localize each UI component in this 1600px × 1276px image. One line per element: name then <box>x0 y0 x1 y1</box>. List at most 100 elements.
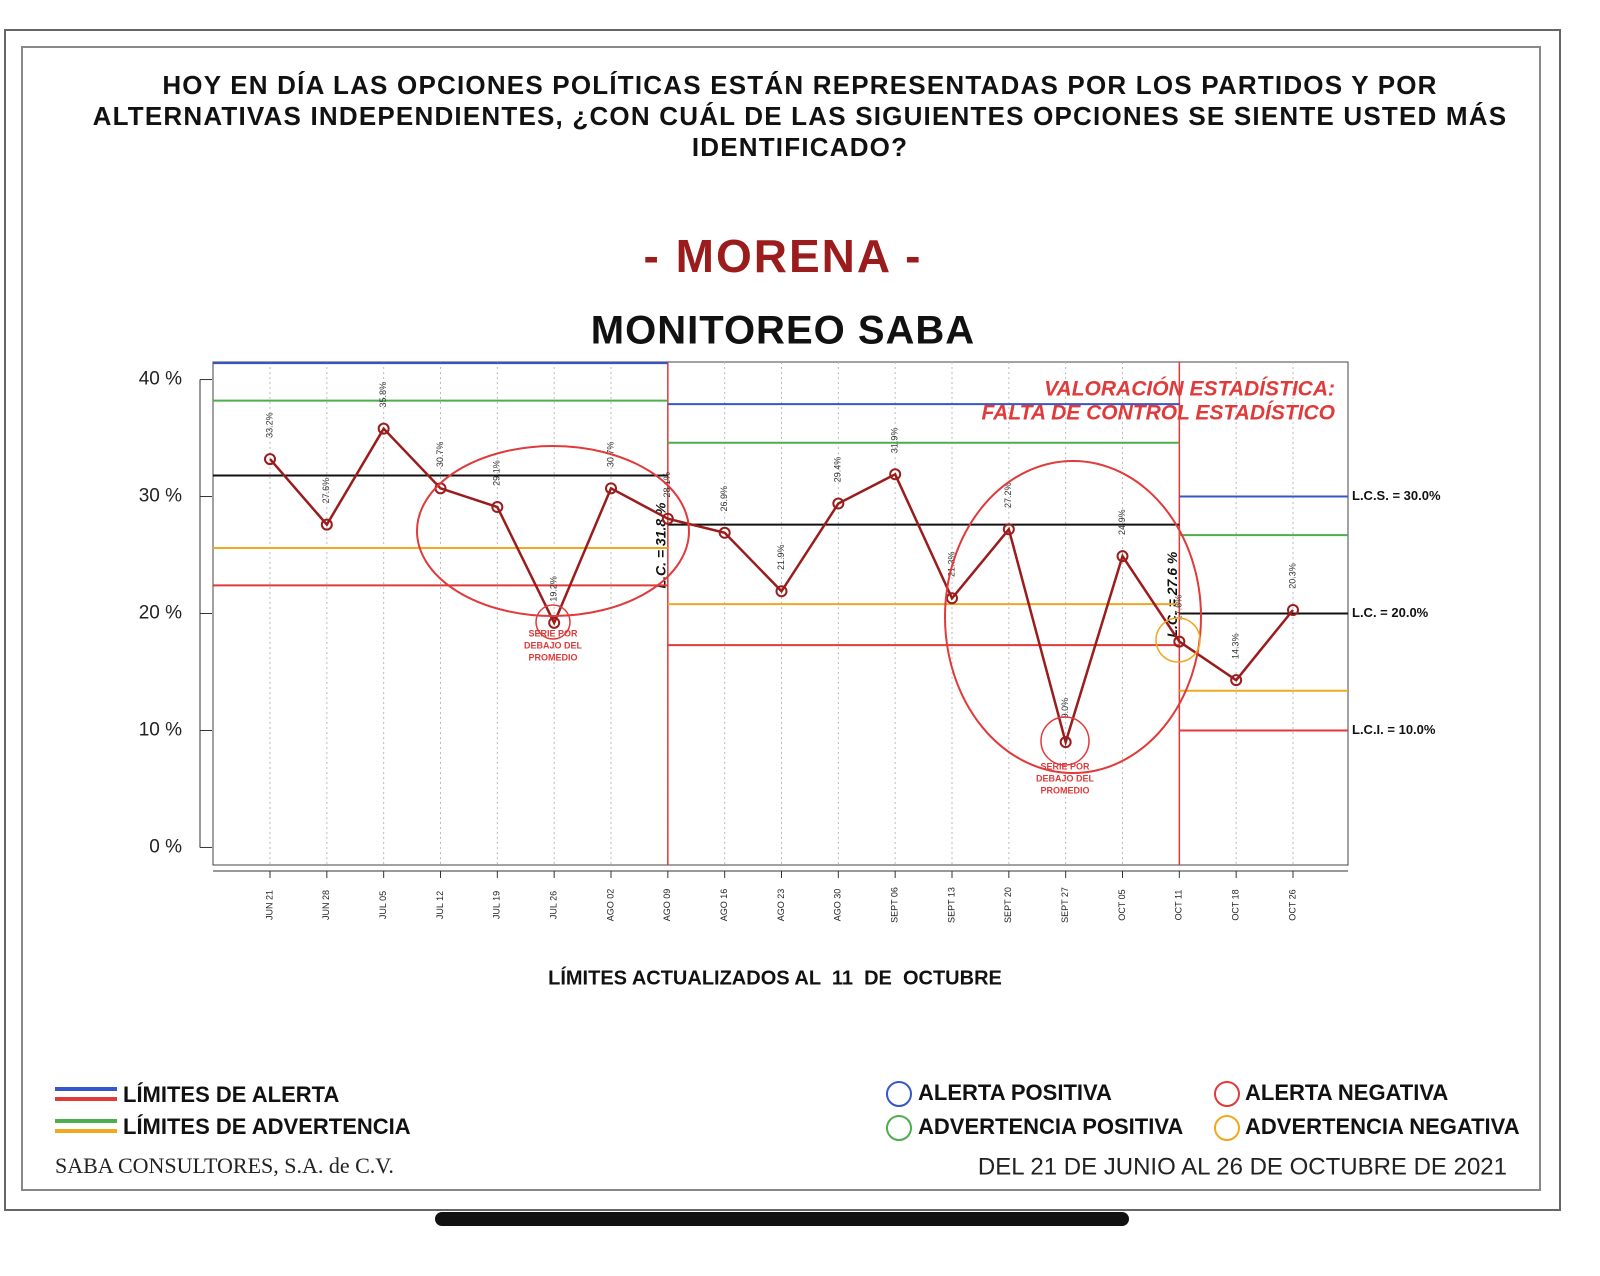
y-tick-label: 30 % <box>139 486 182 507</box>
legend-circle <box>1214 1115 1240 1141</box>
data-point <box>605 482 617 495</box>
subtitle: - MORENA - <box>644 230 923 282</box>
annotation: SERIE POR <box>528 628 578 638</box>
annotation: PROMEDIO <box>1040 785 1089 795</box>
data-label: 35.8% <box>378 382 388 408</box>
data-label: 30.7% <box>435 442 445 468</box>
x-tick-label: OCT 11 <box>1174 890 1184 921</box>
x-tick-label: OCT 05 <box>1117 889 1127 920</box>
date-range: DEL 21 DE JUNIO AL 26 DE OCTUBRE DE 2021 <box>978 1153 1507 1180</box>
limit-label: L.C.S. = 30.0% <box>1352 488 1441 503</box>
legend-label: ADVERTENCIA NEGATIVA <box>1245 1114 1520 1139</box>
question: HOY EN DÍA LAS OPCIONES POLÍTICAS ESTÁN … <box>92 70 1508 162</box>
legend-circle <box>886 1081 912 1107</box>
y-tick-label: 0 % <box>149 836 182 857</box>
y-tick-label: 10 % <box>139 719 182 740</box>
x-tick-label: SEPT 13 <box>946 887 956 923</box>
data-point <box>320 518 333 531</box>
annotation: VALORACIÓN ESTADÍSTICA: <box>1044 377 1335 401</box>
series-line <box>269 426 1294 747</box>
legend-label: ALERTA NEGATIVA <box>1245 1080 1448 1105</box>
data-label: 27.6% <box>321 478 331 504</box>
legend-swatch <box>55 1129 117 1133</box>
highlight-circle <box>535 604 571 640</box>
data-point <box>946 592 958 605</box>
legend-swatch <box>55 1119 117 1123</box>
home-indicator <box>435 1212 1129 1226</box>
highlight-circle <box>1040 716 1090 766</box>
highlight-circle <box>1155 617 1201 663</box>
legend-label: LÍMITES DE ALERTA <box>123 1082 339 1107</box>
data-point <box>775 585 788 598</box>
x-tick-label: AGO 30 <box>833 889 843 922</box>
x-tick-label: SEPT 06 <box>890 887 900 923</box>
data-point <box>889 468 902 481</box>
annotation: DEBAJO DEL <box>524 640 583 650</box>
x-tick-label: JUL 19 <box>492 891 502 919</box>
x-tick-label: JUL 26 <box>549 891 559 919</box>
data-point <box>832 497 845 510</box>
legend-swatch <box>55 1087 117 1091</box>
footnote: LÍMITES ACTUALIZADOS AL 11 DE OCTUBRE <box>548 966 1002 989</box>
data-label: 31.9% <box>890 428 900 454</box>
data-label: 17.6% <box>1174 595 1184 621</box>
legend-label: LÍMITES DE ADVERTENCIA <box>123 1114 411 1139</box>
data-label: 20.3% <box>1287 563 1297 589</box>
data-label: 24.9% <box>1117 509 1127 535</box>
legend-circle <box>886 1115 912 1141</box>
annotation: FALTA DE CONTROL ESTADÍSTICO <box>982 402 1336 425</box>
legend-swatch <box>55 1097 117 1101</box>
annotation: PROMEDIO <box>528 652 577 662</box>
legend-circle <box>1214 1081 1240 1107</box>
x-tick-label: JUN 21 <box>264 890 274 920</box>
highlight-ellipse <box>944 460 1202 774</box>
data-point <box>377 422 390 435</box>
data-label: 27.2% <box>1003 483 1013 509</box>
data-label: 29.4% <box>833 457 843 483</box>
x-tick-label: AGO 23 <box>776 889 786 922</box>
data-point <box>1173 635 1186 648</box>
data-point <box>661 512 674 525</box>
x-tick-label: JUN 28 <box>321 890 331 920</box>
y-tick-label: 20 % <box>139 603 182 624</box>
legend-label: ALERTA POSITIVA <box>918 1080 1112 1105</box>
x-tick-label: JUL 12 <box>435 891 445 919</box>
limit-label: L.C. = 27.6 % <box>1164 551 1180 638</box>
highlight-ellipse <box>416 445 690 617</box>
chart-title: MONITOREO SABA <box>591 309 975 353</box>
data-point <box>1287 603 1299 616</box>
x-tick-label: AGO 16 <box>719 889 729 922</box>
x-tick-label: OCT 18 <box>1231 889 1241 920</box>
annotation: SERIE POR <box>1040 761 1090 771</box>
data-point <box>1230 674 1243 687</box>
x-tick-label: AGO 09 <box>662 889 672 922</box>
data-point <box>718 526 731 539</box>
x-tick-label: OCT 26 <box>1287 889 1297 920</box>
data-label: 19.2% <box>549 576 559 602</box>
data-label: 21.9% <box>776 545 786 571</box>
data-point <box>1002 523 1015 536</box>
source: SABA CONSULTORES, S.A. de C.V. <box>55 1153 394 1178</box>
x-tick-label: SEPT 27 <box>1060 887 1070 923</box>
annotation: DEBAJO DEL <box>1036 773 1095 783</box>
data-point <box>1116 550 1129 563</box>
y-tick-label: 40 % <box>139 369 182 390</box>
data-label: 29.1% <box>492 460 502 486</box>
legend-label: ADVERTENCIA POSITIVA <box>918 1114 1183 1139</box>
plot: 0 % 10 % 20 % 30 % 40 % JUN 21 JUN 28 JUL 05 JUL… <box>139 361 1441 923</box>
outer-frame <box>4 29 1561 1211</box>
data-label: 26.9% <box>719 486 729 512</box>
limit-label: L.C. = 20.0% <box>1352 605 1429 620</box>
data-label: 33.2% <box>264 412 274 438</box>
data-point <box>548 616 561 629</box>
x-tick-label: SEPT 20 <box>1003 887 1013 923</box>
data-point <box>491 501 504 514</box>
data-label: 14.3% <box>1231 633 1241 659</box>
limit-label: L.C.I. = 10.0% <box>1352 722 1436 737</box>
data-point <box>1059 736 1072 749</box>
inner-frame <box>21 46 1541 1191</box>
x-tick-label: AGO 02 <box>605 889 615 922</box>
data-label: 9.0% <box>1060 698 1070 719</box>
